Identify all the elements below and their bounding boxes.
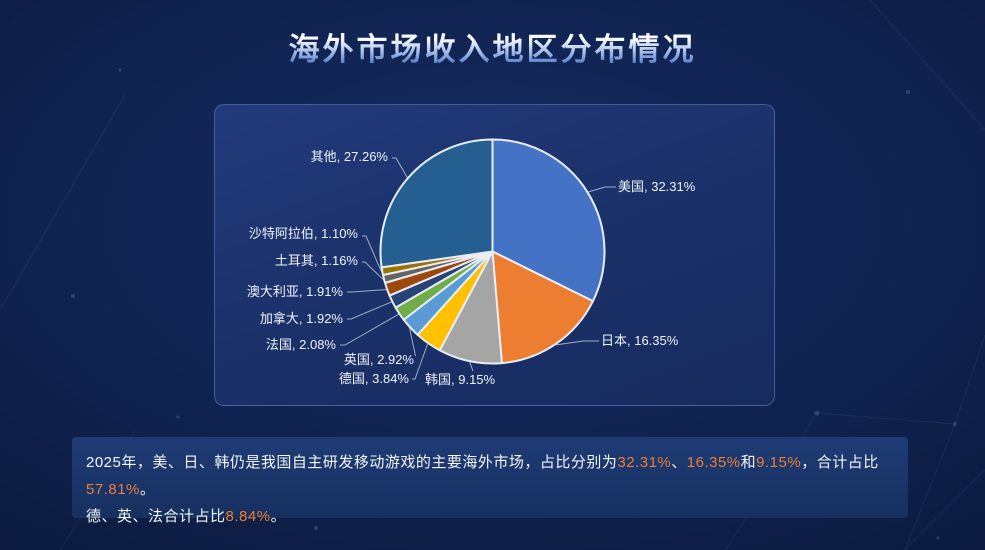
note-highlight-value: 16.35% bbox=[686, 454, 741, 471]
pie-label-美国: 美国, 32.31% bbox=[618, 179, 696, 194]
pie-label-澳大利亚: 澳大利亚, 1.91% bbox=[246, 284, 343, 299]
note-line: 2025年，美、日、韩仍是我国自主研发移动游戏的主要海外市场，占比分别为32.3… bbox=[86, 449, 894, 503]
pie-slice-美国 bbox=[491, 138, 606, 303]
note-text: 、 bbox=[671, 454, 687, 471]
leader-line-澳大利亚 bbox=[347, 289, 387, 293]
note-text: 和 bbox=[740, 454, 757, 471]
note-line: 德、英、法合计占比8.84%。 bbox=[86, 503, 894, 530]
leader-line-法国 bbox=[340, 313, 399, 346]
note-text: 。 bbox=[270, 508, 287, 525]
pie-label-德国: 德国, 3.84% bbox=[338, 371, 409, 386]
pie-label-其他: 其他, 27.26% bbox=[310, 149, 388, 164]
leader-line-韩国 bbox=[469, 362, 474, 372]
leader-line-德国 bbox=[412, 343, 429, 380]
chart-panel: 美国, 32.31% 日本, 16.35% 韩国, 9.15% 德国, 3.84% 英国… bbox=[214, 104, 775, 406]
note-text: 2025年，美、日、韩仍是我国自主研发移动游戏的主要海外市场，占比分别为 bbox=[86, 454, 618, 471]
leader-line-英国 bbox=[409, 328, 416, 357]
note-highlight-value: 57.81% bbox=[86, 481, 140, 498]
leader-line-土耳其 bbox=[362, 261, 384, 280]
pie-slice-日本 bbox=[491, 250, 594, 365]
page-title: 海外市场收入地区分布情况 bbox=[0, 24, 985, 69]
note-highlight-value: 8.84% bbox=[225, 508, 271, 525]
leader-line-其他 bbox=[392, 157, 408, 178]
pie-label-英国: 英国, 2.92% bbox=[343, 352, 414, 367]
pie-label-沙特阿拉伯: 沙特阿拉伯, 1.10% bbox=[248, 226, 358, 241]
leader-line-日本 bbox=[556, 340, 599, 346]
pie-label-日本: 日本, 16.35% bbox=[601, 333, 679, 348]
leader-line-沙特阿拉伯 bbox=[362, 235, 382, 272]
note-highlight-value: 32.31% bbox=[617, 454, 672, 471]
pie-label-韩国: 韩国, 9.15% bbox=[425, 372, 496, 387]
note-text: 。 bbox=[139, 481, 156, 498]
pie-label-加拿大: 加拿大, 1.92% bbox=[259, 311, 343, 326]
note-text: ，合计占比 bbox=[801, 454, 879, 471]
leader-line-美国 bbox=[588, 186, 616, 193]
leader-line-加拿大 bbox=[347, 301, 392, 320]
pie-slice-其他 bbox=[379, 138, 494, 269]
note-text: 德、英、法合计占比 bbox=[86, 508, 226, 525]
pie-label-法国: 法国, 2.08% bbox=[265, 337, 336, 352]
summary-note: 2025年，美、日、韩仍是我国自主研发移动游戏的主要海外市场，占比分别为32.3… bbox=[72, 437, 908, 525]
pie-label-土耳其: 土耳其, 1.16% bbox=[274, 253, 358, 268]
pie-chart bbox=[340, 138, 616, 380]
note-highlight-value: 9.15% bbox=[756, 454, 802, 471]
